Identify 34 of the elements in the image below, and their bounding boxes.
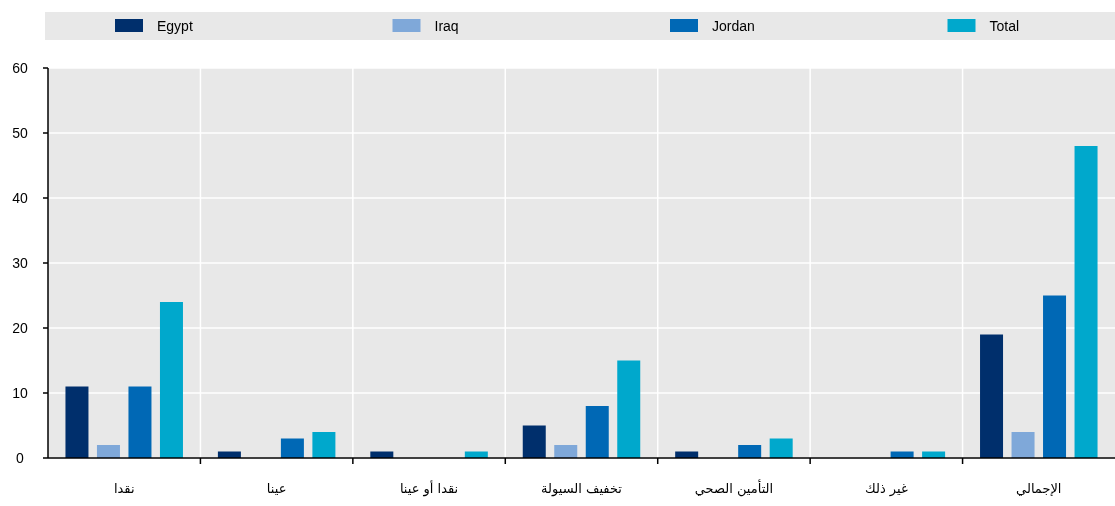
legend-label: Jordan xyxy=(712,18,755,34)
x-tick-label: التأمين الصحي xyxy=(694,479,774,497)
bar xyxy=(738,445,762,458)
bar xyxy=(1011,432,1035,458)
bar xyxy=(128,386,152,458)
bar xyxy=(1074,146,1098,458)
legend-label: Egypt xyxy=(157,18,193,34)
bar xyxy=(312,432,336,458)
y-tick-label: 50 xyxy=(12,125,28,141)
x-tick-label: عينا xyxy=(266,481,287,496)
bar xyxy=(1043,295,1067,458)
bar xyxy=(980,334,1004,458)
y-tick-label: 0 xyxy=(16,450,25,466)
x-tick-label: نقدا أو عينا xyxy=(399,480,459,497)
bar xyxy=(280,438,304,458)
bar xyxy=(65,386,89,458)
bar xyxy=(769,438,793,458)
legend-label: Iraq xyxy=(434,18,459,34)
x-tick-label: الإجمالي xyxy=(1016,481,1062,496)
bar xyxy=(159,302,183,458)
x-tick-label: غير ذلك xyxy=(864,481,908,497)
y-tick-label: 60 xyxy=(12,60,28,76)
x-tick-label: تخفيف السيولة xyxy=(541,481,623,497)
y-tick-label: 30 xyxy=(12,255,28,271)
y-tick-label: 40 xyxy=(12,190,28,206)
bar xyxy=(585,406,609,458)
bar xyxy=(522,425,546,458)
bar xyxy=(554,445,578,458)
legend-label: Total xyxy=(989,18,1020,34)
y-tick-label: 20 xyxy=(12,320,28,336)
bar xyxy=(96,445,120,458)
x-tick-label: نقدا xyxy=(113,481,135,496)
y-tick-label: 10 xyxy=(12,385,28,401)
bar xyxy=(617,360,641,458)
